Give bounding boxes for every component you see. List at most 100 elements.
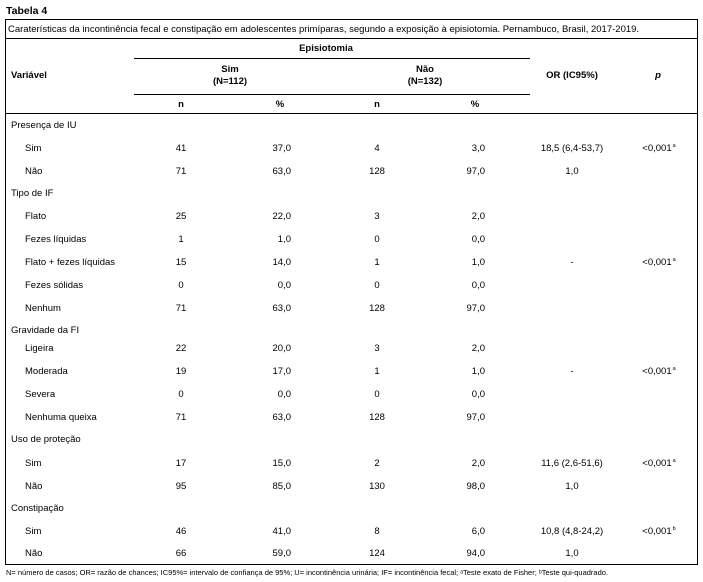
cell-pct-nao: 97,0 bbox=[466, 412, 486, 423]
p-value: <0,001 bbox=[642, 458, 672, 470]
row-label: Fezes sólidas bbox=[25, 280, 84, 291]
row-label: Nenhum bbox=[25, 303, 61, 314]
cell-n-sim: 25 bbox=[175, 211, 187, 222]
p-value: <0,001 bbox=[642, 257, 672, 269]
section-title-uso-protecao: Uso de proteção bbox=[11, 434, 81, 445]
cell-n-nao: 128 bbox=[369, 412, 385, 423]
p-superscript: a bbox=[672, 143, 676, 149]
row-label: Flato bbox=[25, 211, 47, 222]
cell-pct-sim: 0,0 bbox=[277, 280, 291, 291]
cell-n-sim: 41 bbox=[175, 143, 187, 154]
cell-n-sim: 19 bbox=[175, 366, 187, 377]
cell-n-sim: 71 bbox=[175, 303, 187, 314]
cell-pct-nao: 98,0 bbox=[466, 481, 486, 492]
rule-caption bbox=[5, 38, 698, 39]
section-title-presenca-iu: Presença de IU bbox=[11, 120, 77, 131]
cell-or: - bbox=[570, 257, 574, 268]
cell-pct-sim: 85,0 bbox=[272, 481, 292, 492]
cell-p: <0,001b bbox=[642, 526, 675, 537]
cell-n-sim: 15 bbox=[175, 257, 187, 268]
header-sim-n: (N=112) bbox=[212, 76, 248, 87]
rule-groups bbox=[134, 94, 530, 95]
cell-pct-sim: 63,0 bbox=[272, 412, 292, 423]
p-superscript: a bbox=[672, 366, 676, 372]
cell-n-sim: 22 bbox=[175, 343, 187, 354]
cell-pct-nao: 94,0 bbox=[466, 548, 486, 559]
header-episiotomia: Episiotomia bbox=[299, 43, 353, 54]
cell-n-nao: 0 bbox=[374, 280, 380, 291]
cell-pct-nao: 2,0 bbox=[471, 458, 485, 469]
header-or: OR (IC95%) bbox=[546, 70, 598, 81]
cell-pct-sim: 37,0 bbox=[272, 143, 292, 154]
row-label: Moderada bbox=[25, 366, 68, 377]
cell-pct-sim: 15,0 bbox=[272, 458, 292, 469]
header-pct-nao: % bbox=[470, 99, 480, 110]
cell-n-nao: 128 bbox=[369, 303, 385, 314]
p-value: <0,001 bbox=[642, 366, 672, 378]
cell-n-sim: 95 bbox=[175, 481, 187, 492]
section-title-constipacao: Constipação bbox=[11, 503, 64, 514]
row-label: Sim bbox=[25, 458, 42, 469]
section-title-gravidade-fi: Gravidade da FI bbox=[11, 325, 80, 336]
cell-pct-sim: 22,0 bbox=[272, 211, 292, 222]
header-nao-n: (N=132) bbox=[407, 76, 443, 87]
cell-or: 1,0 bbox=[565, 548, 579, 559]
table-footnote: N= número de casos; OR= razão de chances… bbox=[6, 568, 609, 577]
rule-header-bottom bbox=[5, 113, 698, 114]
row-label: Sim bbox=[25, 526, 42, 537]
header-sim: Sim bbox=[221, 64, 239, 75]
cell-n-sim: 66 bbox=[175, 548, 187, 559]
cell-pct-sim: 63,0 bbox=[272, 166, 292, 177]
cell-n-nao: 130 bbox=[369, 481, 385, 492]
p-superscript: b bbox=[672, 526, 676, 532]
cell-pct-nao: 0,0 bbox=[471, 234, 485, 245]
header-n-sim: n bbox=[178, 99, 184, 110]
cell-n-sim: 46 bbox=[175, 526, 187, 537]
cell-pct-sim: 41,0 bbox=[272, 526, 292, 537]
row-label: Sim bbox=[25, 143, 42, 154]
cell-pct-sim: 59,0 bbox=[272, 548, 292, 559]
cell-pct-sim: 1,0 bbox=[277, 234, 291, 245]
cell-pct-nao: 0,0 bbox=[471, 280, 485, 291]
section-title-tipo-if: Tipo de IF bbox=[11, 188, 54, 199]
row-label: Flato + fezes líquidas bbox=[25, 257, 116, 268]
cell-n-sim: 0 bbox=[178, 389, 184, 400]
cell-n-nao: 3 bbox=[374, 211, 380, 222]
header-n-nao: n bbox=[374, 99, 380, 110]
row-label: Fezes líquidas bbox=[25, 234, 87, 245]
cell-pct-sim: 20,0 bbox=[272, 343, 292, 354]
cell-pct-nao: 2,0 bbox=[471, 343, 485, 354]
p-value: <0,001 bbox=[642, 143, 672, 155]
row-label: Não bbox=[25, 166, 43, 177]
cell-p: <0,001a bbox=[642, 458, 675, 469]
cell-n-nao: 128 bbox=[369, 166, 385, 177]
cell-n-nao: 0 bbox=[374, 234, 380, 245]
cell-or: - bbox=[570, 366, 574, 377]
table-label: Tabela 4 bbox=[6, 5, 48, 17]
cell-pct-nao: 3,0 bbox=[471, 143, 485, 154]
cell-n-sim: 71 bbox=[175, 412, 187, 423]
table-caption: Caraterísticas da incontinência fecal e … bbox=[8, 24, 640, 35]
cell-pct-sim: 63,0 bbox=[272, 303, 292, 314]
cell-n-sim: 0 bbox=[178, 280, 184, 291]
cell-pct-nao: 6,0 bbox=[471, 526, 485, 537]
header-p: p bbox=[655, 70, 661, 81]
row-label: Severa bbox=[25, 389, 56, 400]
cell-or: 10,8 (4,8-24,2) bbox=[540, 526, 604, 537]
table-frame bbox=[5, 19, 698, 565]
row-label: Nenhuma queixa bbox=[25, 412, 97, 423]
cell-pct-nao: 97,0 bbox=[466, 166, 486, 177]
p-value: <0,001 bbox=[642, 526, 672, 538]
cell-pct-sim: 0,0 bbox=[277, 389, 291, 400]
cell-n-nao: 2 bbox=[374, 458, 380, 469]
header-pct-sim: % bbox=[275, 99, 285, 110]
cell-n-nao: 0 bbox=[374, 389, 380, 400]
cell-n-nao: 1 bbox=[374, 366, 380, 377]
cell-pct-nao: 1,0 bbox=[471, 257, 485, 268]
cell-or: 18,5 (6,4-53,7) bbox=[540, 143, 604, 154]
cell-n-nao: 8 bbox=[374, 526, 380, 537]
p-superscript: a bbox=[672, 257, 676, 263]
row-label: Não bbox=[25, 548, 43, 559]
cell-n-nao: 124 bbox=[369, 548, 385, 559]
p-superscript: a bbox=[672, 458, 676, 464]
